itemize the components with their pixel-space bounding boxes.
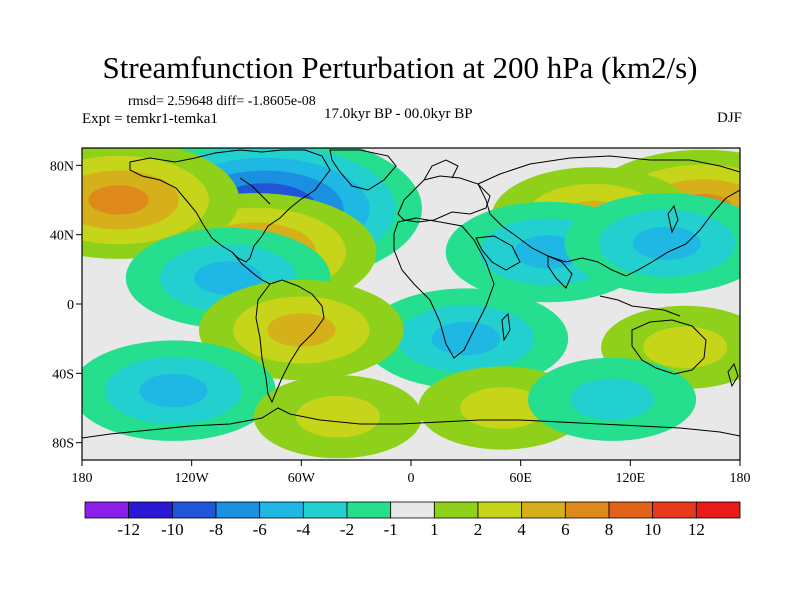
colorbar-label: 10 bbox=[644, 520, 661, 539]
period-label: 17.0kyr BP - 00.0kyr BP bbox=[324, 106, 473, 122]
latitude-axis: 80N 40N 0 40S 80S bbox=[50, 159, 82, 452]
field-layer bbox=[82, 148, 740, 460]
lon-tick-label: 180 bbox=[730, 471, 751, 486]
colorbar-label: 2 bbox=[474, 520, 483, 539]
colorbar-box bbox=[433, 501, 479, 519]
contour-region bbox=[267, 313, 336, 347]
contour-region bbox=[431, 321, 500, 356]
lat-tick-label: 80N bbox=[50, 159, 74, 174]
colorbar-label: -6 bbox=[253, 520, 267, 539]
colorbar: -12 -10 -8 -6 -4 -2 -1 1 2 4 6 8 10 12 bbox=[84, 501, 741, 539]
contour-region bbox=[295, 395, 380, 438]
contour-region bbox=[139, 373, 208, 408]
colorbar-label: 1 bbox=[430, 520, 439, 539]
lat-tick-label: 80S bbox=[52, 437, 74, 452]
contour-region bbox=[632, 226, 702, 261]
contour-region bbox=[643, 326, 728, 369]
colorbar-box bbox=[390, 501, 435, 519]
colorbar-label: -12 bbox=[117, 520, 140, 539]
lon-tick-label: 60W bbox=[288, 471, 316, 486]
colorbar-box bbox=[259, 501, 304, 519]
chart-title: Streamfunction Perturbation at 200 hPa (… bbox=[102, 50, 698, 85]
longitude-axis: 180 120W 60W 0 60E 120E 180 bbox=[72, 460, 751, 486]
colorbar-box bbox=[608, 501, 654, 519]
colorbar-box bbox=[564, 501, 610, 519]
colorbar-box bbox=[84, 501, 130, 519]
colorbar-label: 6 bbox=[561, 520, 570, 539]
rmsd-diff-stats: rmsd= 2.59648 diff= -1.8605e-08 bbox=[128, 94, 316, 109]
colorbar-box bbox=[215, 501, 261, 519]
colorbar-label: -4 bbox=[296, 520, 311, 539]
lon-tick-label: 120E bbox=[616, 471, 646, 486]
season-label: DJF bbox=[716, 110, 742, 126]
colorbar-label: -10 bbox=[161, 520, 184, 539]
colorbar-box bbox=[302, 501, 348, 519]
colorbar-box bbox=[128, 501, 173, 519]
lon-tick-label: 180 bbox=[72, 471, 93, 486]
lon-tick-label: 60E bbox=[509, 471, 532, 486]
lon-tick-label: 120W bbox=[175, 471, 210, 486]
coastlines bbox=[82, 149, 740, 439]
lat-tick-label: 40N bbox=[50, 229, 74, 244]
colorbar-box bbox=[695, 501, 741, 519]
colorbar-box bbox=[346, 501, 392, 519]
contour-region bbox=[88, 185, 149, 215]
lat-tick-label: 40S bbox=[52, 367, 74, 382]
colorbar-label: -1 bbox=[384, 520, 398, 539]
experiment-label: Expt = temkr1-temka1 bbox=[82, 111, 218, 127]
colorbar-label: 4 bbox=[517, 520, 526, 539]
contour-region bbox=[460, 387, 545, 429]
lat-tick-label: 0 bbox=[67, 298, 74, 313]
colorbar-label: 12 bbox=[688, 520, 705, 539]
colorbar-label: 8 bbox=[605, 520, 614, 539]
colorbar-label: -8 bbox=[209, 520, 223, 539]
contour-region bbox=[570, 378, 655, 421]
colorbar-box bbox=[521, 501, 566, 519]
colorbar-box bbox=[652, 501, 697, 519]
colorbar-label: -2 bbox=[340, 520, 354, 539]
colorbar-box bbox=[477, 501, 523, 519]
contour-region bbox=[194, 261, 263, 295]
lon-tick-label: 0 bbox=[408, 471, 415, 486]
colorbar-box bbox=[171, 501, 217, 519]
